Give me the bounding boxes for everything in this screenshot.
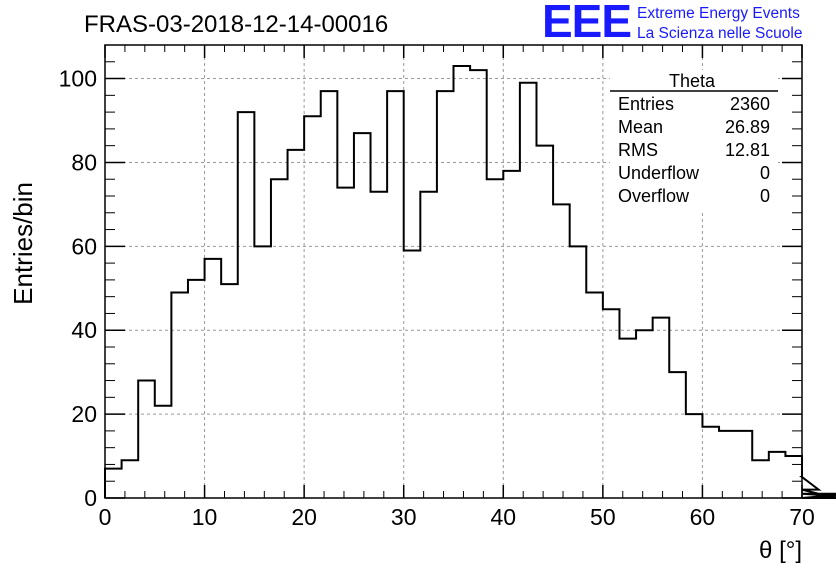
y-tick-label: 60 (71, 233, 97, 259)
chart-title: FRAS-03-2018-12-14-00016 (84, 11, 388, 38)
x-tick-label: 10 (192, 504, 218, 530)
stats-row-label: Entries (618, 94, 674, 114)
y-tick-labels: 0 20 40 60 80 100 (59, 66, 97, 511)
x-tick-label: 50 (590, 504, 616, 530)
y-tick-label: 20 (71, 401, 97, 427)
eee-logo-text: Extreme Energy Events La Scienza nelle S… (637, 4, 802, 44)
y-tick-label: 80 (71, 149, 97, 175)
stats-row-label: RMS (618, 140, 658, 160)
stats-box: Theta Entries 2360 Mean 26.89 RMS 12.81 Underf… (610, 70, 778, 210)
stats-row-label: Mean (618, 117, 663, 137)
x-tick-label: 70 (789, 504, 815, 530)
stats-title: Theta (669, 71, 716, 91)
stats-rows: Entries 2360 Mean 26.89 RMS 12.81 Underflow 0 Ov… (618, 94, 770, 206)
x-tick-label: 20 (291, 504, 317, 530)
histogram-series (104, 64, 836, 499)
eee-logo-mark: EEE (542, 0, 632, 47)
stats-box-background (610, 70, 778, 210)
y-tick-label: 100 (59, 66, 97, 92)
stats-row-value: 0 (760, 186, 770, 206)
x-tick-label: 60 (690, 504, 716, 530)
stats-row-value: 2360 (730, 94, 770, 114)
stats-row-value: 12.81 (725, 140, 770, 160)
y-tick-label: 40 (71, 317, 97, 343)
logo-line-1: Extreme Energy Events (637, 5, 800, 22)
y-tick-label: 0 (84, 485, 97, 511)
stats-row-value: 26.89 (725, 117, 770, 137)
x-tick-label: 30 (391, 504, 417, 530)
x-tick-labels: 0 10 20 30 40 50 60 70 (99, 504, 815, 530)
logo-line-2: La Scienza nelle Scuole (637, 25, 803, 42)
y-axis-label: Entries/bin (8, 182, 38, 305)
stats-row-value: 0 (760, 163, 770, 183)
stats-row-label: Overflow (618, 186, 690, 206)
stats-row-label: Underflow (618, 163, 700, 183)
plot-frame (104, 44, 803, 499)
x-axis-label: θ [°] (759, 537, 802, 564)
x-tick-label: 0 (99, 504, 112, 530)
x-tick-label: 40 (490, 504, 516, 530)
